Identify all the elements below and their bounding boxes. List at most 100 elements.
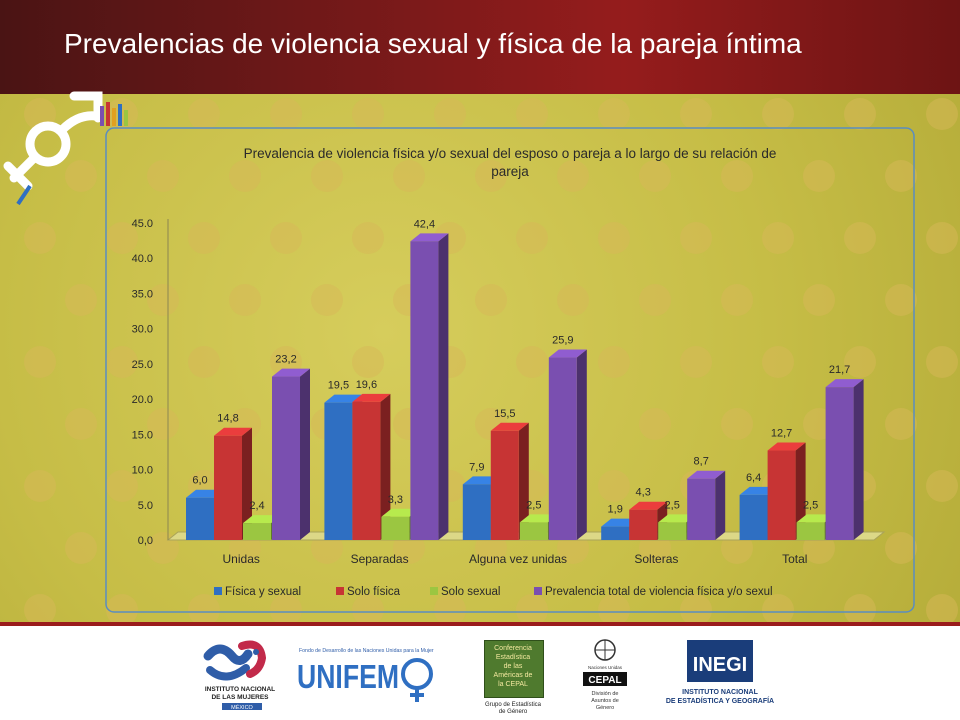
bar-top — [324, 394, 363, 403]
background-dot — [147, 408, 179, 440]
conferencia-logo-text: Conferencia Estadística de las Américas … — [485, 645, 542, 715]
bar-front — [490, 430, 519, 540]
background-dot — [352, 98, 384, 130]
background-dot — [557, 284, 589, 316]
bar-side — [853, 379, 864, 540]
bar-front — [243, 523, 271, 540]
bar-front — [739, 494, 768, 540]
y-tick-label: 20.0 — [132, 394, 153, 406]
cepal-word: CEPAL — [588, 675, 621, 686]
bar-front — [825, 387, 854, 540]
unifem-tagline: Fondo de Desarrollo de las Naciones Unid… — [299, 648, 434, 654]
data-label: 14,8 — [217, 413, 238, 425]
data-label: 19,5 — [328, 380, 349, 392]
background-dot — [270, 222, 302, 254]
conferencia-line-3: de las — [504, 663, 523, 670]
background-dot — [188, 98, 220, 130]
legend-swatch — [534, 587, 542, 595]
background-dot — [639, 284, 671, 316]
background-dot — [65, 532, 97, 564]
bar-front — [658, 522, 687, 540]
background-dot — [24, 470, 56, 502]
background-dots — [24, 98, 958, 622]
data-label: 2,5 — [526, 499, 541, 511]
bar-2-2 — [352, 393, 391, 540]
gender-symbol-emblem — [3, 91, 128, 206]
bar-top — [214, 427, 252, 436]
background-dot — [352, 594, 384, 622]
inegi-word: INEGI — [693, 654, 747, 676]
background-dot — [803, 160, 835, 192]
bar-4-1 — [272, 368, 310, 540]
bar-top — [243, 515, 281, 524]
background-dot — [516, 594, 548, 622]
bar-top — [410, 233, 449, 242]
chart-title-line-2: pareja — [491, 164, 529, 179]
background-dot — [762, 222, 794, 254]
bar-top — [825, 379, 864, 388]
background-dot — [844, 222, 876, 254]
title-bar: Prevalencias de violencia sexual y físic… — [0, 0, 960, 94]
data-label: 19,6 — [356, 379, 377, 391]
background-dot — [147, 284, 179, 316]
bar-front — [410, 241, 439, 540]
bar-top — [658, 514, 697, 523]
background-dot — [229, 160, 261, 192]
data-label: 25,9 — [552, 335, 573, 347]
bar-front — [796, 522, 825, 540]
conferencia-caption-2: de Género — [499, 709, 528, 715]
bar-front — [352, 401, 381, 540]
bar-top — [352, 393, 391, 402]
unifem-logo: Fondo de Desarrollo de las Naciones Unid… — [297, 648, 434, 702]
background-dot — [229, 284, 261, 316]
background-dot — [270, 98, 302, 130]
x-category-label: Alguna vez unidas — [469, 552, 567, 566]
legend: Física y sexual Solo física Solo sexual Pre… — [214, 586, 773, 598]
inmujeres-line-2: DE LAS MUJERES — [211, 694, 269, 701]
data-label: 23,2 — [275, 354, 296, 366]
background-dot — [639, 160, 671, 192]
conferencia-line-5: la CEPAL — [498, 681, 528, 688]
background-dot — [65, 284, 97, 316]
background-dot — [434, 98, 466, 130]
background-dot — [65, 408, 97, 440]
background-dot — [557, 160, 589, 192]
bar-4-5 — [825, 379, 864, 540]
background-dot — [475, 284, 507, 316]
background-dot — [24, 222, 56, 254]
background-dot — [926, 98, 958, 130]
data-label: 7,9 — [469, 461, 484, 473]
bar-top — [490, 422, 529, 431]
chart-title-line-1: Prevalencia de violencia física y/o sexu… — [244, 146, 777, 161]
bar-front — [767, 450, 796, 540]
background-dot — [762, 346, 794, 378]
legend-swatch — [214, 587, 222, 595]
background-dot — [721, 284, 753, 316]
background-dot — [393, 160, 425, 192]
bar-front — [324, 402, 353, 540]
background-dot — [680, 346, 712, 378]
background-dot — [475, 160, 507, 192]
inmujeres-line-3: MÉXICO — [231, 704, 253, 711]
background-dot — [721, 160, 753, 192]
data-label: 2,5 — [803, 499, 818, 511]
logo-footer: INSTITUTO NACIONAL DE LAS MUJERES MÉXICO… — [0, 622, 960, 720]
background-dot — [311, 284, 343, 316]
bar-front — [381, 516, 410, 540]
background-dot — [434, 594, 466, 622]
background-dot — [803, 284, 835, 316]
background-dot — [106, 594, 138, 622]
bar-top — [767, 442, 806, 451]
bar-top — [519, 514, 558, 523]
background-dot — [311, 160, 343, 192]
background-dot — [680, 594, 712, 622]
inmujeres-logo: INSTITUTO NACIONAL DE LAS MUJERES MÉXICO — [203, 640, 275, 711]
bar-side — [300, 368, 310, 540]
data-label: 6,4 — [746, 472, 761, 484]
x-category-label: Unidas — [223, 552, 260, 566]
cepal-tagline: Naciones Unidas — [588, 665, 623, 670]
bar-top — [629, 501, 668, 510]
background-dot — [926, 222, 958, 254]
bar-top — [272, 368, 310, 377]
bar-side — [242, 427, 252, 540]
